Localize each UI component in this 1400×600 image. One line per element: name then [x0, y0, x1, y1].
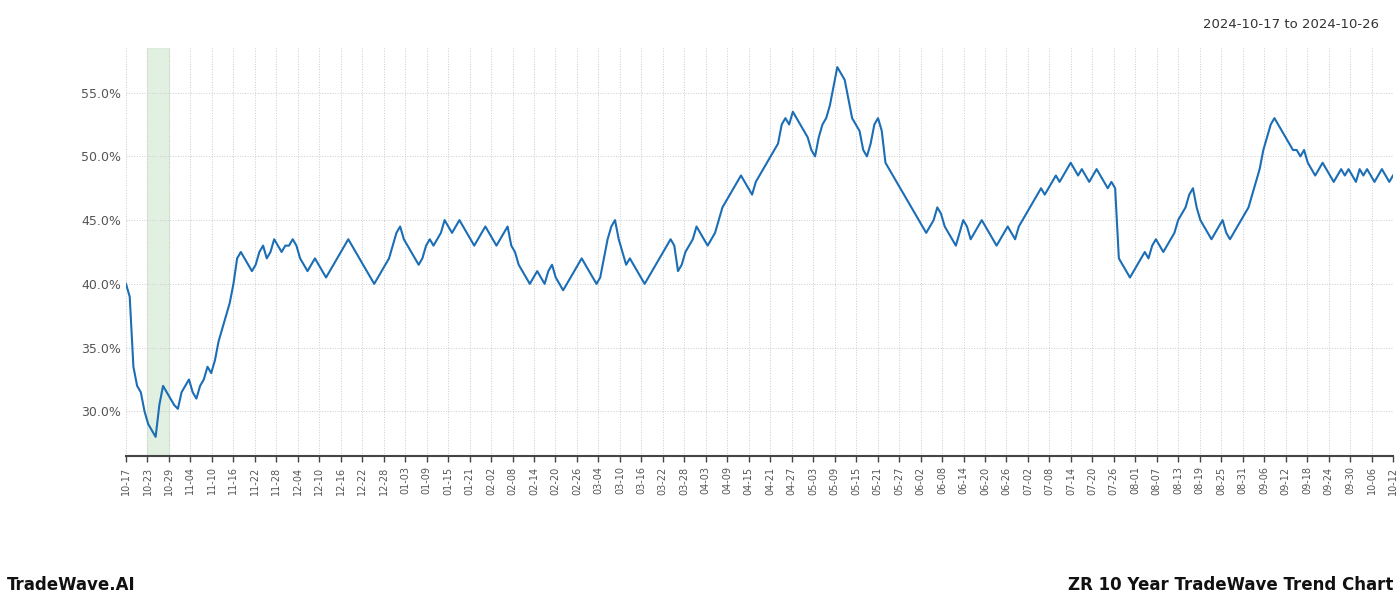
Bar — [147, 48, 169, 456]
Text: ZR 10 Year TradeWave Trend Chart: ZR 10 Year TradeWave Trend Chart — [1068, 576, 1393, 594]
Text: TradeWave.AI: TradeWave.AI — [7, 576, 136, 594]
Text: 2024-10-17 to 2024-10-26: 2024-10-17 to 2024-10-26 — [1203, 18, 1379, 31]
